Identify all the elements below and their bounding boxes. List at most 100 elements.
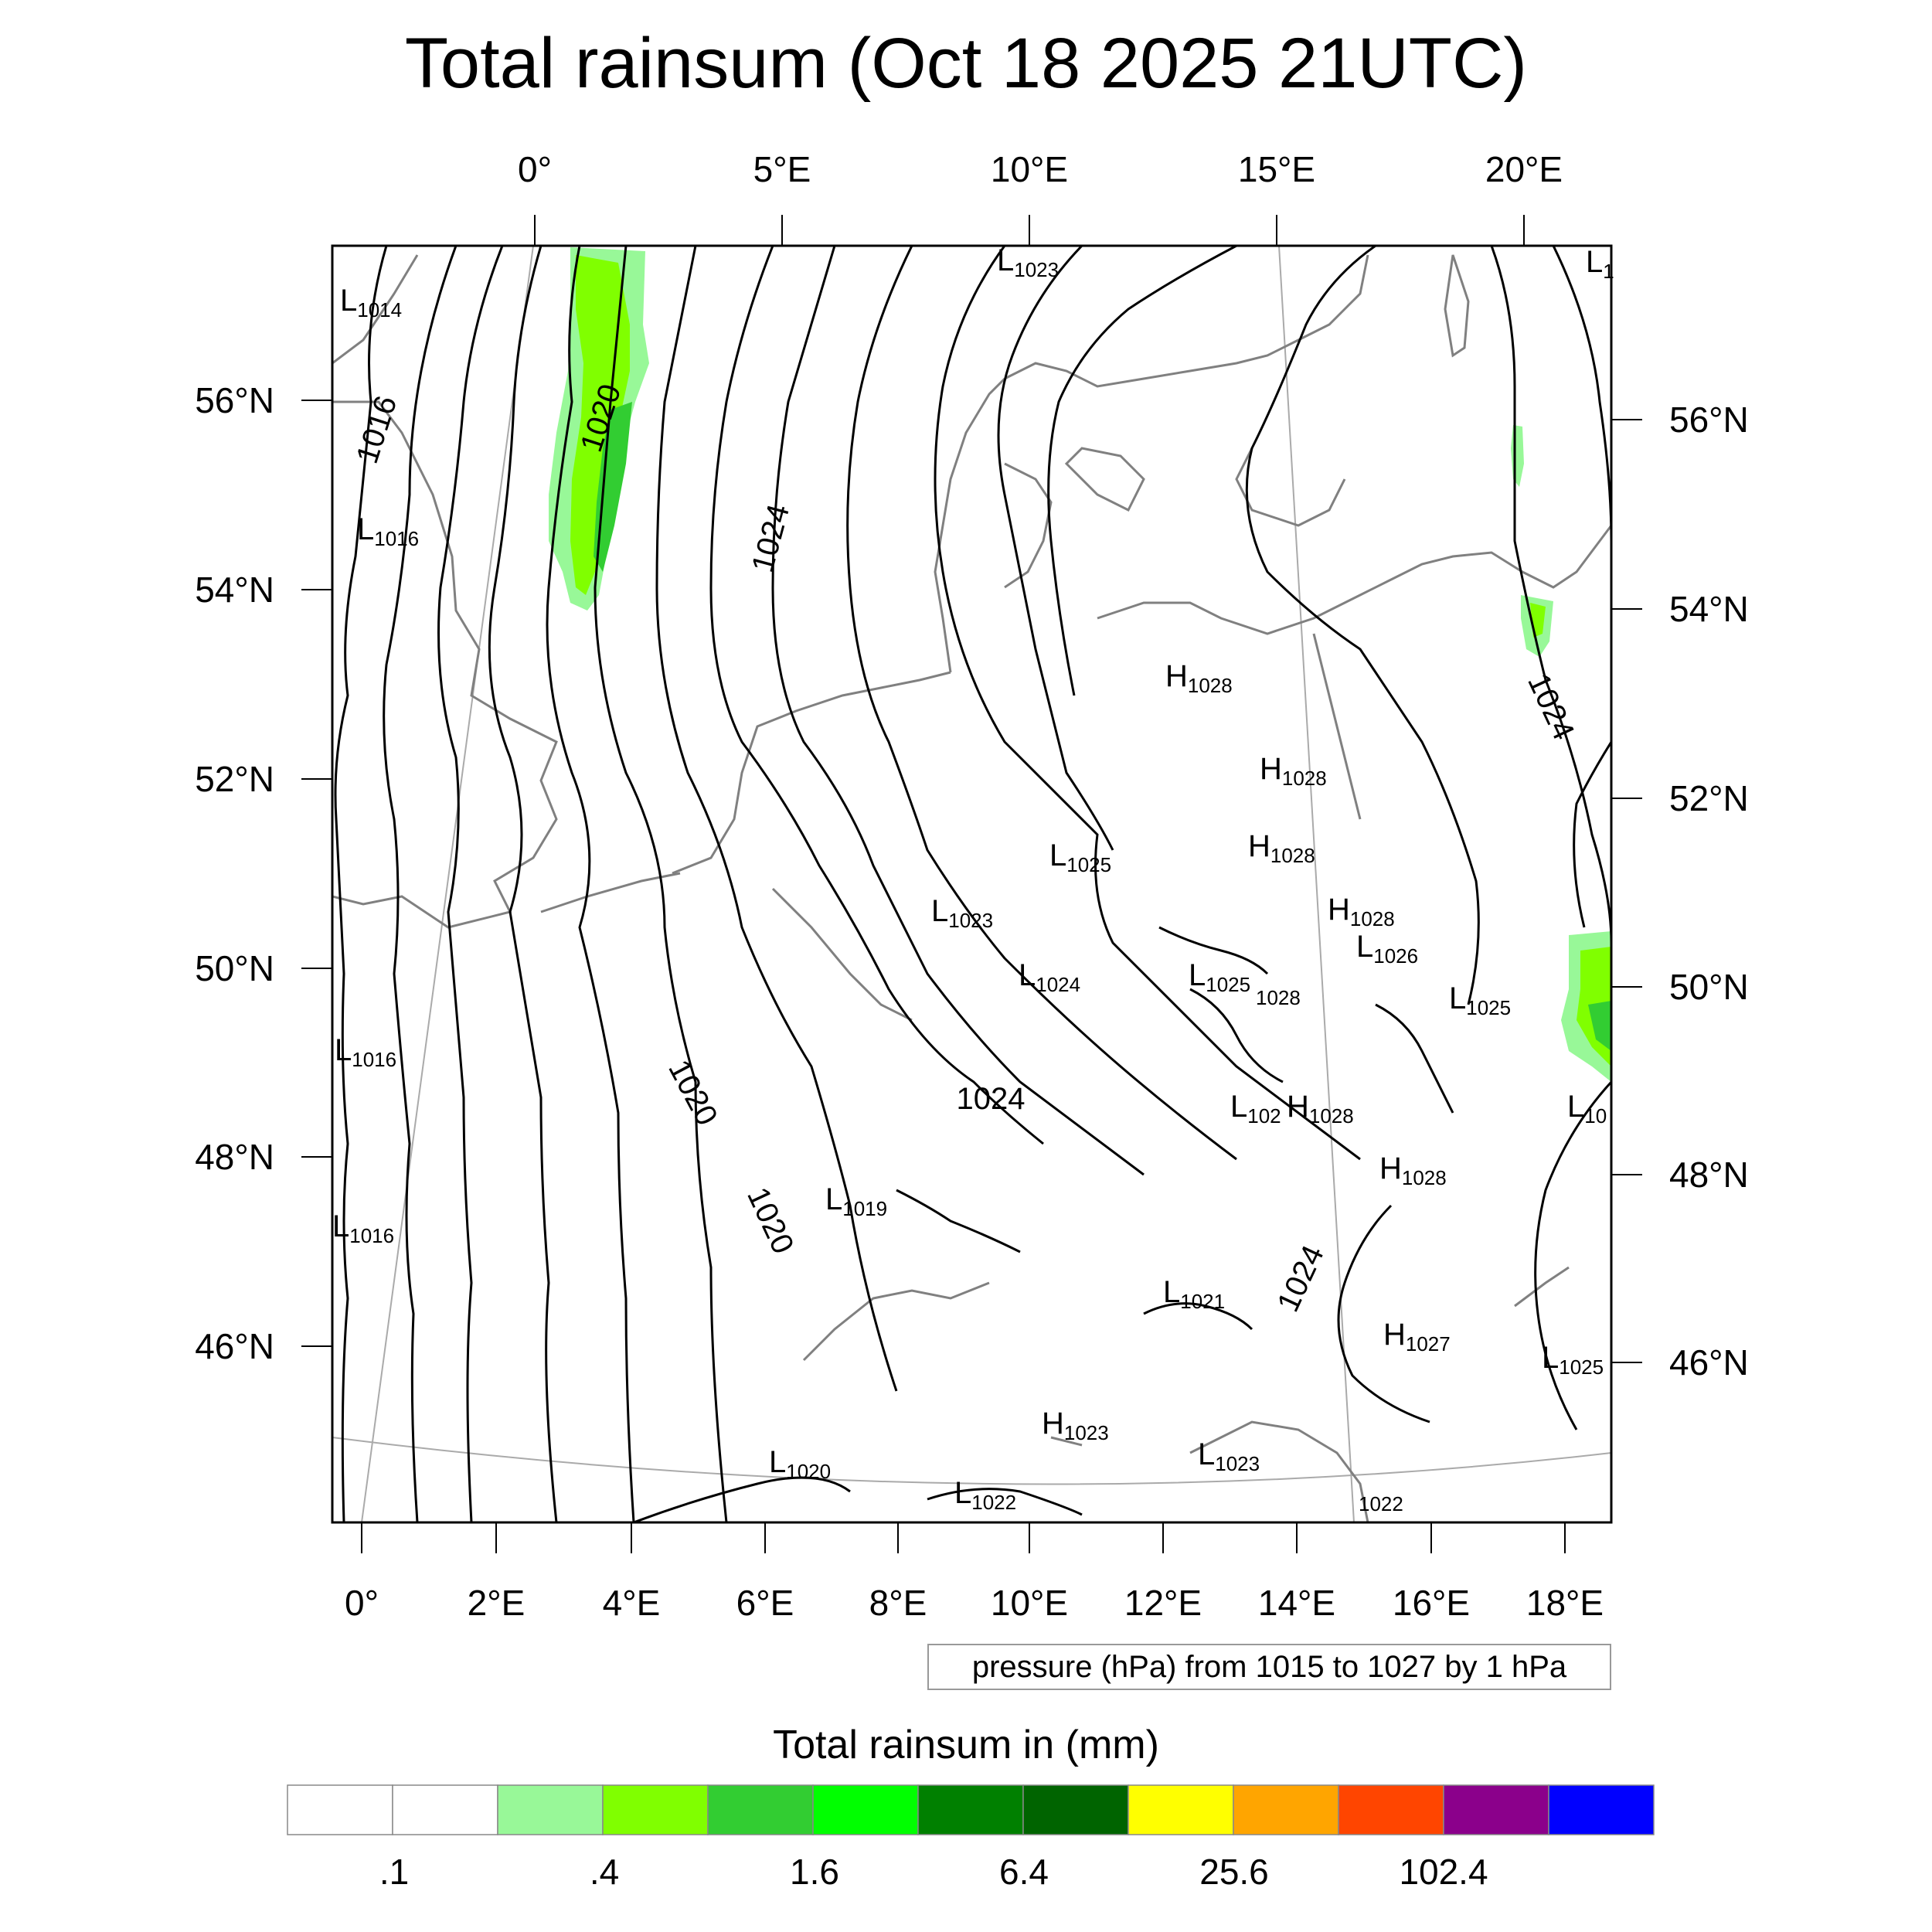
colorbar-swatch (1338, 1784, 1444, 1835)
netherlands-coast (672, 671, 951, 875)
pressure-center: 1022 (1359, 1492, 1403, 1515)
colorbar-swatch (497, 1784, 604, 1835)
pressure-center: H1028 (1287, 1090, 1354, 1128)
germany-border (771, 887, 913, 1022)
pressure-center: H1028 (1248, 829, 1315, 867)
colorbar-label: 102.4 (1399, 1852, 1488, 1892)
left-lat-label: 48°N (195, 1137, 274, 1177)
pressure-center: L1014 (340, 284, 402, 321)
precipitation-shading (549, 247, 1611, 1082)
left-lat-labels: 56°N 54°N 52°N 50°N 48°N 46°N (195, 380, 274, 1366)
denmark-coast (934, 377, 1145, 673)
pressure-center: H1028 (1260, 752, 1327, 790)
pressure-center: L1023 (997, 243, 1059, 281)
right-lat-label: 52°N (1669, 778, 1749, 818)
colorbar-swatch (1548, 1784, 1655, 1835)
bottom-lon-label: 2°E (468, 1583, 526, 1623)
bottom-lon-label: 16°E (1393, 1583, 1470, 1623)
colorbar-swatch (1233, 1784, 1339, 1835)
bottom-lon-label: 10°E (991, 1583, 1068, 1623)
colorbar-swatch (1128, 1784, 1234, 1835)
colorbar-label: 25.6 (1199, 1852, 1269, 1892)
graticule (332, 246, 1611, 1522)
colorbar (287, 1784, 1655, 1835)
plot-frame (331, 244, 1613, 1524)
bottom-lon-label: 8°E (869, 1583, 927, 1623)
pressure-centers: L1023 L1014 L1016 L1016 L1016 L1 H1028 H… (332, 243, 1614, 1515)
right-lat-label: 50°N (1669, 967, 1749, 1007)
left-lat-label: 54°N (195, 570, 274, 610)
left-lat-label: 56°N (195, 380, 274, 420)
pressure-center: L1023 (1198, 1437, 1260, 1475)
pressure-center: H1028 (1165, 659, 1233, 697)
pressure-center: L1016 (357, 512, 419, 550)
coastlines (332, 254, 1611, 1522)
isobar-label: 1024 (1270, 1240, 1330, 1317)
left-lat-label: 52°N (195, 759, 274, 799)
isobar-label: 1016 (350, 392, 403, 468)
top-lon-label: 10°E (991, 149, 1068, 189)
colorbar-label: .1 (379, 1852, 409, 1892)
pressure-center: L1025 (1449, 981, 1511, 1019)
pressure-center: L102 (1230, 1090, 1281, 1128)
bottom-lon-label: 18°E (1526, 1583, 1604, 1623)
pressure-center: L1026 (1356, 930, 1418, 968)
top-lon-label: 5°E (753, 149, 811, 189)
isobars (334, 246, 1611, 1522)
colorbar-swatch (1443, 1784, 1549, 1835)
colorbar-label: 1.6 (790, 1852, 839, 1892)
colorbar-swatch (602, 1784, 709, 1835)
rain-band-north-sea-core (570, 255, 630, 595)
pressure-center: H1023 (1042, 1406, 1109, 1444)
bottom-lon-label: 4°E (603, 1583, 661, 1623)
pressure-center: H1027 (1383, 1318, 1451, 1355)
rain-band-north-sea-heavy (594, 402, 632, 572)
bottom-lon-label: 0° (345, 1583, 379, 1623)
isobar-label: 1024 (957, 1082, 1026, 1116)
right-lat-label: 56°N (1669, 400, 1749, 440)
pressure-center: L1023 (931, 894, 993, 932)
pressure-center: L1021 (1163, 1275, 1225, 1313)
bottom-lon-label: 6°E (736, 1583, 794, 1623)
sweden-coast (1004, 254, 1369, 527)
top-lon-label: 15°E (1238, 149, 1315, 189)
pressure-center: L1025 (1049, 838, 1111, 876)
chart-title: Total rainsum (Oct 18 2025 21UTC) (404, 24, 1528, 103)
bottom-lon-label: 12°E (1124, 1583, 1202, 1623)
colorbar-title: Total rainsum in (mm) (773, 1723, 1159, 1767)
rain-patch-baltic-north (1511, 425, 1524, 487)
france-border (540, 872, 681, 913)
isobar-label: 1020 (740, 1182, 800, 1259)
pressure-center: L1 (1586, 245, 1614, 283)
rain-patch-carpathian-heavy (1588, 1001, 1611, 1051)
pressure-center: L1016 (335, 1033, 396, 1071)
right-lat-label: 54°N (1669, 589, 1749, 629)
colorbar-swatch (287, 1784, 393, 1835)
pressure-center: H1028 (1328, 893, 1395, 930)
pressure-center: L1020 (769, 1445, 831, 1483)
colorbar-swatch (1022, 1784, 1129, 1835)
pressure-center-fragment: 1028 (1256, 986, 1301, 1009)
pressure-info-box: pressure (hPa) from 1015 to 1027 by 1 hP… (927, 1644, 1611, 1690)
colorbar-swatch (392, 1784, 498, 1835)
adriatic-coast (802, 1281, 1369, 1522)
colorbar-label: .4 (590, 1852, 619, 1892)
baltic-south-coast (1097, 551, 1523, 635)
east-border (1514, 525, 1611, 1308)
colorbar-labels: .1 .4 1.6 6.4 25.6 102.4 (379, 1852, 1488, 1892)
pressure-center: H1028 (1379, 1151, 1447, 1189)
bottom-lon-labels: 0° 2°E 4°E 6°E 8°E 10°E 12°E 14°E 16°E 1… (345, 1583, 1604, 1623)
colorbar-label: 6.4 (999, 1852, 1049, 1892)
left-lat-label: 50°N (195, 948, 274, 988)
colorbar-swatch (917, 1784, 1024, 1835)
left-lat-label: 46°N (195, 1326, 274, 1366)
poland-border (1312, 633, 1362, 820)
axis-ticks (301, 215, 1642, 1553)
pressure-center: L1025 (1189, 958, 1250, 996)
right-lat-labels: 56°N 54°N 52°N 50°N 48°N 46°N (1669, 400, 1749, 1383)
top-lon-labels: 0° 5°E 10°E 15°E 20°E (518, 149, 1563, 189)
right-lat-label: 46°N (1669, 1342, 1749, 1383)
isobar-label: 1024 (746, 501, 797, 576)
isobar-label: 1020 (662, 1054, 724, 1131)
